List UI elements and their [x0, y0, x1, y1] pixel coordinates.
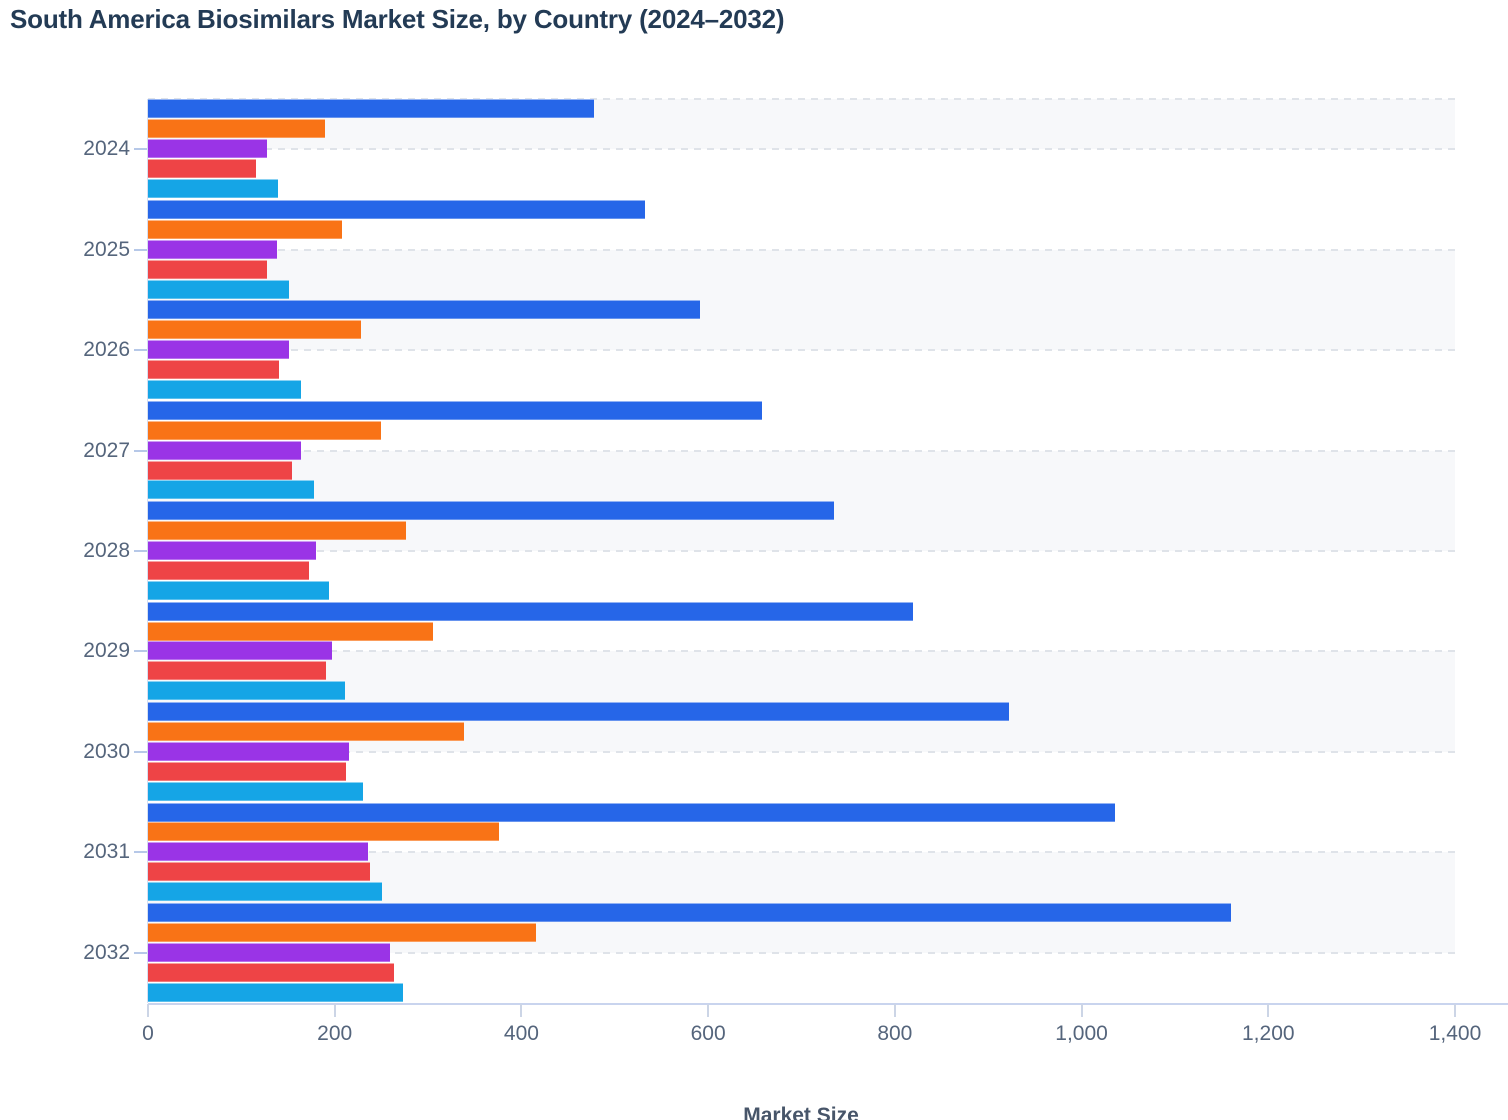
x-tick-label-800: 800: [877, 1022, 913, 1045]
x-tick-0: [147, 1004, 149, 1017]
y-tick-label-2026: 2026: [83, 338, 130, 362]
y-tick-label-2031: 2031: [83, 840, 130, 864]
bar-2025-red[interactable]: [148, 259, 267, 279]
bar-2028-purple[interactable]: [148, 541, 317, 561]
x-tick-label-400: 400: [503, 1022, 539, 1045]
bar-2031-blue[interactable]: [148, 802, 1116, 822]
bar-2029-blue[interactable]: [148, 601, 913, 621]
bar-2028-cyan[interactable]: [148, 580, 330, 600]
gridline-2026: [148, 349, 1455, 352]
bar-2025-cyan[interactable]: [148, 279, 289, 299]
y-tick-label-2024: 2024: [83, 137, 130, 161]
plot-band: [148, 249, 1455, 351]
gridline-2032: [148, 951, 1455, 954]
bar-2032-red[interactable]: [148, 962, 395, 982]
gridline-2030: [148, 750, 1455, 753]
bar-2028-blue[interactable]: [148, 501, 835, 521]
bar-2024-blue[interactable]: [148, 99, 595, 119]
bar-2026-cyan[interactable]: [148, 379, 302, 399]
bar-2025-orange[interactable]: [148, 219, 343, 239]
y-tick-label-2029: 2029: [83, 639, 130, 663]
bar-2028-red[interactable]: [148, 560, 309, 580]
gridline-2025: [148, 248, 1455, 251]
gridline-2029: [148, 650, 1455, 653]
x-tick-1400: [1454, 1004, 1456, 1017]
x-tick-600: [707, 1004, 710, 1017]
bar-2027-cyan[interactable]: [148, 480, 315, 500]
bar-2024-cyan[interactable]: [148, 179, 278, 199]
gridline-2028: [148, 550, 1455, 552]
y-tick-mark-2030: [134, 750, 147, 753]
bar-2027-purple[interactable]: [148, 440, 302, 460]
y-tick-mark-2029: [134, 650, 147, 653]
bar-2028-orange[interactable]: [148, 521, 406, 541]
bar-2031-orange[interactable]: [148, 822, 500, 842]
plot-area: [147, 98, 1455, 1003]
bar-2025-blue[interactable]: [148, 199, 645, 219]
bar-2030-blue[interactable]: [148, 702, 1009, 722]
bar-2029-cyan[interactable]: [148, 681, 345, 701]
bar-2024-red[interactable]: [148, 159, 257, 179]
bar-2031-red[interactable]: [148, 862, 371, 882]
x-tick-label-1000: 1,000: [1055, 1022, 1108, 1045]
bar-2025-purple[interactable]: [148, 239, 277, 259]
bar-2029-purple[interactable]: [148, 641, 332, 661]
bar-2031-cyan[interactable]: [148, 882, 383, 902]
y-tick-mark-2032: [134, 951, 147, 954]
y-tick-mark-2027: [134, 449, 147, 452]
x-axis-line: [148, 1003, 1508, 1005]
x-tick-label-200: 200: [317, 1022, 353, 1045]
bar-2026-purple[interactable]: [148, 340, 289, 360]
bar-2027-blue[interactable]: [148, 400, 763, 420]
x-tick-label-1400: 1,400: [1428, 1022, 1482, 1045]
y-tick-mark-2024: [134, 148, 147, 151]
gridline-2031: [148, 851, 1455, 854]
gridline-2024: [148, 148, 1455, 151]
bar-2030-red[interactable]: [148, 761, 346, 781]
bar-2026-red[interactable]: [148, 360, 279, 380]
bar-2026-blue[interactable]: [148, 300, 700, 320]
x-tick-200: [333, 1004, 336, 1017]
y-tick-label-2028: 2028: [83, 539, 130, 562]
bar-2030-purple[interactable]: [148, 741, 349, 761]
x-tick-label-600: 600: [690, 1022, 726, 1045]
x-tick-1200: [1267, 1004, 1270, 1017]
bar-2032-purple[interactable]: [148, 942, 390, 962]
bar-2024-orange[interactable]: [148, 119, 326, 139]
bar-2031-purple[interactable]: [148, 842, 369, 862]
bar-2032-orange[interactable]: [148, 922, 537, 942]
y-tick-mark-2025: [134, 248, 147, 251]
y-tick-label-2025: 2025: [83, 237, 130, 261]
x-axis-title: Market Size: [743, 1104, 859, 1120]
y-axis-line: [147, 99, 148, 1003]
bar-2027-orange[interactable]: [148, 420, 382, 440]
bar-2026-orange[interactable]: [148, 320, 361, 340]
bar-2029-red[interactable]: [148, 661, 327, 681]
gridline-2027: [148, 449, 1455, 452]
chart-title: South America Biosimilars Market Size, b…: [10, 4, 785, 34]
y-tick-mark-2026: [134, 349, 147, 352]
x-tick-label-1200: 1,200: [1242, 1022, 1295, 1045]
x-tick-1000: [1080, 1004, 1083, 1017]
gridline-top: [148, 98, 1455, 100]
y-tick-label-2027: 2027: [83, 438, 130, 462]
x-tick-label-0: 0: [142, 1022, 154, 1045]
bar-2032-cyan[interactable]: [148, 982, 403, 1002]
bar-2027-red[interactable]: [148, 460, 292, 480]
x-tick-400: [520, 1004, 523, 1017]
y-tick-label-2032: 2032: [83, 940, 130, 964]
y-tick-mark-2028: [134, 550, 147, 552]
y-tick-mark-2031: [134, 851, 147, 854]
bar-2032-blue[interactable]: [148, 903, 1231, 923]
bar-2030-cyan[interactable]: [148, 781, 363, 801]
y-tick-label-2030: 2030: [83, 739, 130, 763]
x-tick-800: [893, 1004, 896, 1017]
bar-2029-orange[interactable]: [148, 621, 433, 641]
bar-2030-orange[interactable]: [148, 722, 465, 742]
bar-2024-purple[interactable]: [148, 139, 267, 159]
